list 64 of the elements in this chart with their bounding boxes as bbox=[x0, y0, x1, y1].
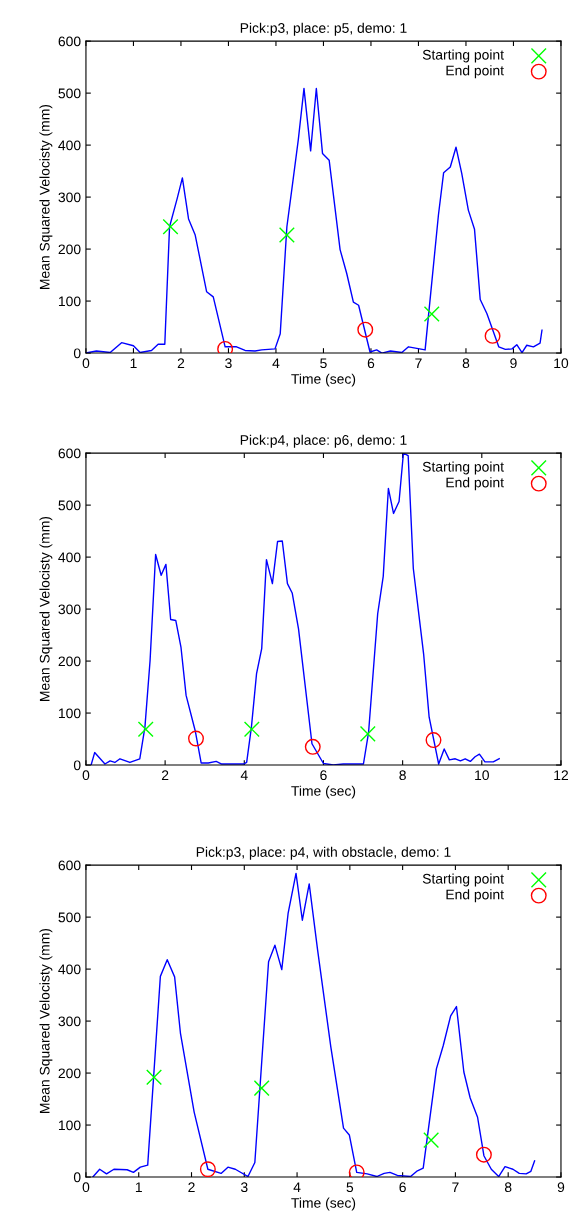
chart-title: Pick:p4, place: p6, demo: 1 bbox=[240, 434, 407, 448]
y-tick-label: 0 bbox=[73, 760, 81, 771]
x-tick-label: 8 bbox=[462, 358, 470, 369]
chart-title: Pick:p3, place: p4, with obstacle, demo: 1 bbox=[196, 846, 451, 860]
x-tick-label: 7 bbox=[452, 1182, 459, 1192]
legend-label: Starting point bbox=[422, 461, 504, 475]
x-tick-label: 9 bbox=[510, 358, 517, 369]
x-tick-label: 4 bbox=[240, 770, 248, 780]
y-tick-label: 200 bbox=[58, 244, 81, 255]
y-tick-label: 500 bbox=[58, 912, 81, 923]
y-tick-label: 200 bbox=[58, 656, 81, 667]
y-tick-label: 300 bbox=[58, 604, 81, 615]
x-tick-label: 5 bbox=[346, 1182, 354, 1193]
x-tick-label: 10 bbox=[475, 770, 489, 781]
y-tick-label: 300 bbox=[58, 1016, 81, 1027]
legend-label: Starting point bbox=[422, 873, 504, 887]
x-tick-label: 2 bbox=[161, 770, 169, 780]
y-tick-label: 400 bbox=[58, 140, 81, 151]
x-tick-label: 8 bbox=[399, 770, 406, 781]
y-tick-label: 0 bbox=[73, 348, 81, 359]
x-tick-label: 2 bbox=[177, 358, 185, 368]
x-tick-label: 4 bbox=[293, 1182, 301, 1192]
legend-label: End point bbox=[446, 65, 504, 79]
x-tick-label: 5 bbox=[320, 358, 327, 369]
legend-label: End point bbox=[446, 889, 504, 903]
x-tick-label: 0 bbox=[82, 358, 90, 369]
y-tick-label: 100 bbox=[58, 1120, 81, 1131]
x-tick-label: 10 bbox=[554, 358, 569, 369]
y-tick-label: 500 bbox=[58, 500, 81, 511]
y-tick-label: 500 bbox=[58, 88, 81, 99]
x-tick-label: 1 bbox=[135, 1182, 142, 1192]
x-axis-title: Time (sec) bbox=[291, 373, 356, 387]
y-axis-title: Mean Squared Velocisty (mm) bbox=[39, 928, 53, 1113]
x-axis-title: Time (sec) bbox=[291, 785, 356, 799]
y-tick-label: 300 bbox=[58, 192, 81, 203]
legend-label: End point bbox=[446, 477, 504, 491]
x-tick-label: 6 bbox=[367, 358, 375, 369]
x-axis-title: Time (sec) bbox=[291, 1197, 356, 1211]
x-tick-label: 6 bbox=[320, 770, 327, 781]
x-tick-label: 3 bbox=[225, 358, 232, 369]
x-tick-label: 0 bbox=[82, 1182, 90, 1193]
x-tick-label: 2 bbox=[188, 1182, 195, 1192]
x-tick-label: 3 bbox=[240, 1182, 248, 1193]
chart-title: Pick:p3, place: p5, demo: 1 bbox=[240, 22, 407, 36]
x-tick-label: 6 bbox=[399, 1182, 406, 1193]
x-tick-label: 4 bbox=[272, 358, 280, 368]
y-tick-label: 400 bbox=[58, 964, 81, 975]
y-tick-label: 600 bbox=[58, 36, 81, 47]
x-tick-label: 7 bbox=[415, 358, 422, 368]
y-axis-title: Mean Squared Velocisty (mm) bbox=[39, 516, 53, 701]
legend-label: Starting point bbox=[422, 49, 504, 63]
y-axis-title: Mean Squared Velocisty (mm) bbox=[39, 104, 53, 289]
y-tick-label: 100 bbox=[58, 708, 81, 719]
x-tick-label: 8 bbox=[504, 1182, 512, 1193]
y-tick-label: 600 bbox=[58, 860, 81, 871]
y-tick-label: 100 bbox=[58, 296, 81, 307]
x-tick-label: 9 bbox=[557, 1182, 565, 1193]
y-tick-label: 400 bbox=[58, 552, 81, 563]
y-tick-label: 0 bbox=[73, 1172, 81, 1183]
y-tick-label: 200 bbox=[58, 1068, 81, 1079]
x-tick-label: 1 bbox=[130, 358, 137, 368]
x-tick-label: 12 bbox=[554, 770, 568, 780]
x-tick-label: 0 bbox=[82, 770, 90, 781]
y-tick-label: 600 bbox=[58, 448, 81, 459]
